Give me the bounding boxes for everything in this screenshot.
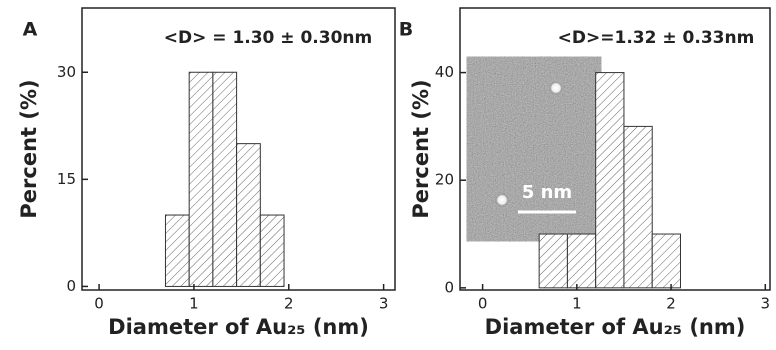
x-tick-label: 2: [284, 295, 294, 313]
x-tick-label: 3: [761, 295, 771, 313]
x-axis-label: Diameter of Au₂₅ (nm): [485, 315, 746, 339]
inset-image: 5 nm: [478, 72, 590, 226]
bar: [165, 215, 189, 286]
bar: [260, 215, 284, 286]
bar: [596, 73, 624, 288]
bar: [624, 126, 652, 287]
y-tick-label: 0: [444, 278, 454, 296]
scale-label: 5 nm: [522, 182, 572, 203]
panel-label: A: [23, 19, 38, 41]
x-tick-label: 3: [379, 295, 389, 313]
y-tick-label: 15: [57, 170, 76, 188]
y-tick-label: 0: [66, 277, 76, 295]
figure: 012301530Diameter of Au₂₅ (nm)Percent (%…: [0, 0, 776, 346]
particle: [549, 81, 563, 95]
annotation: <D>=1.32 ± 0.33nm: [558, 28, 755, 48]
bar: [567, 234, 595, 288]
y-tick-label: 20: [435, 171, 454, 189]
bar: [213, 72, 237, 286]
panel-label: B: [399, 19, 413, 41]
x-tick-label: 0: [94, 295, 104, 313]
x-tick-label: 2: [666, 295, 676, 313]
x-tick-label: 0: [478, 295, 488, 313]
x-axis-label: Diameter of Au₂₅ (nm): [108, 315, 369, 339]
y-axis-label: Percent (%): [17, 79, 41, 218]
y-tick-label: 30: [57, 63, 76, 81]
bar: [652, 234, 680, 288]
annotation: <D> = 1.30 ± 0.30nm: [164, 28, 372, 48]
bar: [539, 234, 567, 288]
y-axis-label: Percent (%): [409, 79, 433, 218]
bar: [237, 144, 261, 287]
bar: [189, 72, 213, 286]
x-tick-label: 1: [572, 295, 582, 313]
particle: [495, 193, 509, 207]
x-tick-label: 1: [189, 295, 199, 313]
y-tick-label: 40: [435, 63, 454, 81]
